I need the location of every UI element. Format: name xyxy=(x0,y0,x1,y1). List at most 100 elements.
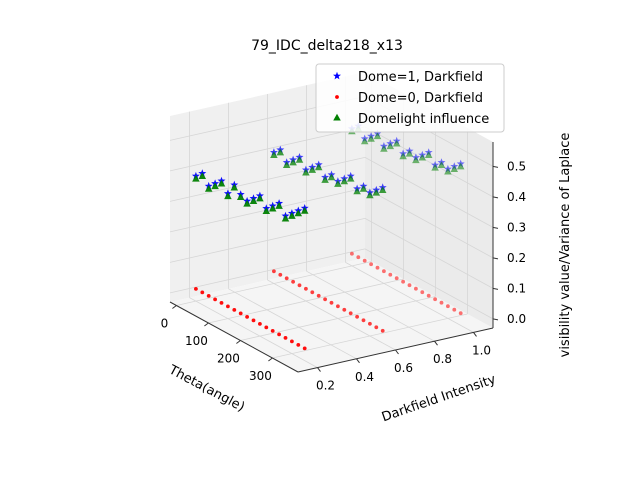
z-tick-label: 0.0 xyxy=(507,312,526,326)
grid-line-z xyxy=(364,187,494,259)
tick-labels: 0 100 200 300 0.2 0.4 0.6 0.8 1.0 0.0 0.1 0.2 0.3 0.4… xyxy=(161,159,527,392)
z-tick-mark xyxy=(492,287,499,290)
y-tick-mark xyxy=(317,367,321,372)
data-point-dot xyxy=(283,336,288,340)
data-point-dot xyxy=(356,255,361,260)
x-tick-mark xyxy=(268,357,273,362)
data-point-dot xyxy=(375,265,380,270)
z-tick-label: 0.1 xyxy=(507,281,526,295)
data-point-dot xyxy=(258,322,262,326)
data-point-triangle xyxy=(204,184,213,192)
data-point-triangle xyxy=(334,180,342,187)
data-point-dot xyxy=(446,304,450,309)
z-tick-mark xyxy=(492,165,499,168)
data-point-triangle xyxy=(353,187,361,195)
data-point-dot xyxy=(284,276,289,281)
grid-line-z xyxy=(364,218,494,289)
data-point-dot xyxy=(433,297,437,302)
data-point-dot xyxy=(270,329,275,333)
data-point-dot xyxy=(251,318,256,323)
x-tick-label: 200 xyxy=(217,352,240,366)
data-point-triangle xyxy=(405,149,414,157)
grid-line-y xyxy=(306,270,435,342)
x-tick-mark xyxy=(236,340,241,344)
data-point-triangle xyxy=(294,209,303,217)
data-point-triangle xyxy=(288,212,296,219)
data-points xyxy=(191,121,465,351)
legend-label: Domelight influence xyxy=(358,112,489,127)
data-point-dot xyxy=(368,321,372,326)
data-point-dot xyxy=(206,294,211,298)
data-point-dot xyxy=(369,262,373,267)
y-tick-mark xyxy=(395,349,399,355)
data-point-triangle xyxy=(224,192,232,200)
data-point-triangle xyxy=(314,163,323,171)
data-point-dot xyxy=(362,258,367,263)
x-tick-label: 0 xyxy=(161,317,169,331)
grid-line-z xyxy=(169,156,366,202)
data-point-dot xyxy=(226,304,230,309)
data-point-dot xyxy=(272,269,276,274)
data-point-triangle xyxy=(276,148,285,156)
pane-back xyxy=(365,72,493,328)
y-tick-label: 0.8 xyxy=(433,352,452,366)
data-point-triangle xyxy=(295,156,304,163)
y-axis-label: Darkfield Intensity xyxy=(380,372,498,425)
data-point-triangle xyxy=(321,176,329,183)
data-point-triangle xyxy=(211,182,219,190)
legend-marker-star xyxy=(333,71,341,80)
data-point-dot xyxy=(426,293,431,298)
data-point-dot xyxy=(278,272,283,277)
x-tick-mark xyxy=(204,322,209,327)
data-point-triangle xyxy=(243,199,251,207)
data-point-triangle xyxy=(256,194,264,202)
grid-line-y xyxy=(345,262,474,333)
data-point-dot xyxy=(316,293,321,298)
x-axis-label: Theta(angle) xyxy=(165,362,247,415)
data-point-dot xyxy=(350,251,354,256)
grid-line-z xyxy=(169,217,366,263)
data-point-dot xyxy=(414,286,418,291)
data-point-triangle xyxy=(268,204,277,212)
data-point-triangle xyxy=(437,161,446,169)
z-tick-label: 0.5 xyxy=(507,159,526,173)
data-point-dot xyxy=(407,283,412,288)
data-point-triangle xyxy=(399,152,407,160)
x-axis-line xyxy=(169,301,299,373)
data-point-triangle xyxy=(392,139,401,147)
data-point-dot xyxy=(361,318,366,323)
z-tick-label: 0.4 xyxy=(507,190,526,204)
data-point-dot xyxy=(304,286,308,291)
data-point-triangle xyxy=(230,183,239,191)
y-tick-mark xyxy=(434,340,438,346)
grid-line-z xyxy=(364,126,494,198)
data-point-dot xyxy=(336,304,340,309)
data-point-dot xyxy=(200,290,205,295)
data-point-triangle xyxy=(270,151,278,158)
data-point-dot xyxy=(323,297,327,302)
data-point-triangle xyxy=(412,156,420,164)
data-point-triangle xyxy=(275,202,283,209)
z-tick-mark xyxy=(492,318,499,321)
data-point-dot xyxy=(388,272,393,277)
y-tick-mark xyxy=(356,358,360,364)
data-point-triangle xyxy=(217,179,226,187)
data-point-triangle xyxy=(366,191,374,199)
data-point-triangle xyxy=(444,167,452,175)
y-tick-mark xyxy=(473,332,477,337)
y-tick-label: 0.6 xyxy=(394,361,413,375)
x-tick-mark xyxy=(172,305,177,309)
data-point-triangle xyxy=(198,172,207,180)
data-point-triangle xyxy=(373,132,382,140)
data-point-dot xyxy=(355,314,359,319)
data-point-triangle xyxy=(300,206,309,214)
data-point-triangle xyxy=(236,193,245,201)
data-point-dot xyxy=(194,287,198,291)
data-point-dot xyxy=(213,297,218,302)
y-tick-label: 1.0 xyxy=(472,343,491,357)
x-tick-label: 300 xyxy=(249,369,272,383)
data-point-dot xyxy=(374,325,379,330)
x-tick-label: 100 xyxy=(185,334,208,348)
data-point-dot xyxy=(380,328,385,333)
z-tick-mark xyxy=(492,257,499,260)
